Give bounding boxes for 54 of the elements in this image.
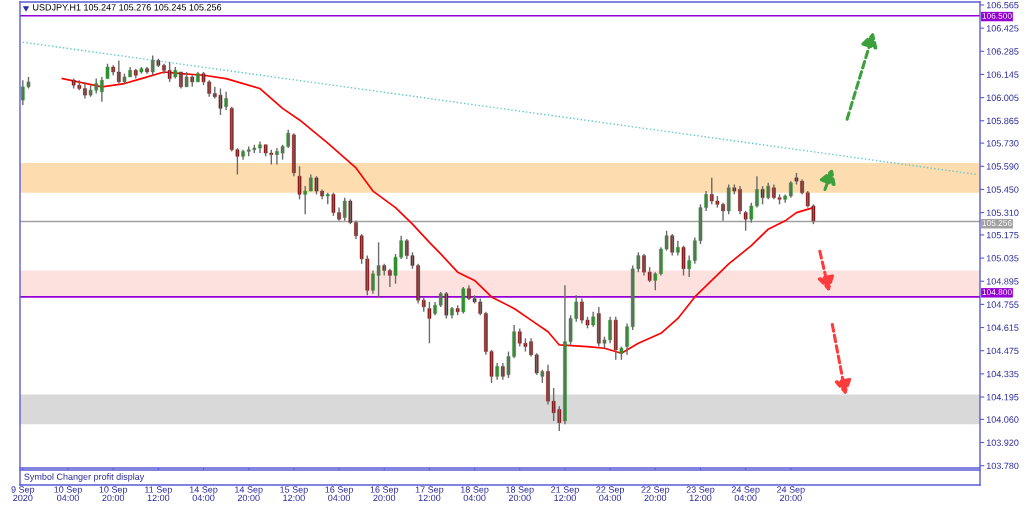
x-tick-label: 24 Sep 20:00 bbox=[776, 486, 805, 502]
y-tick-label: 105.590 bbox=[986, 163, 1019, 170]
y-tick-label: 106.285 bbox=[986, 48, 1019, 55]
y-tick-label: 105.730 bbox=[986, 140, 1019, 147]
x-tick-label: 15 Sep 12:00 bbox=[280, 486, 308, 502]
x-tick-label: 24 Sep 04:00 bbox=[731, 486, 760, 502]
y-tick-label: 104.615 bbox=[986, 324, 1019, 331]
y-tick-label: 105.035 bbox=[986, 255, 1019, 262]
x-tick-label: 21 Sep 12:00 bbox=[551, 486, 579, 502]
x-tick-label: 10 Sep 04:00 bbox=[54, 486, 82, 502]
candlestick bbox=[444, 291, 449, 320]
x-tick-label: 11 Sep 12:00 bbox=[145, 486, 172, 502]
y-tick-label: 104.195 bbox=[986, 394, 1019, 401]
y-tick-label: 105.310 bbox=[986, 209, 1019, 216]
x-tick-label: 14 Sep 20:00 bbox=[235, 486, 263, 502]
x-tick-label: 22 Sep 20:00 bbox=[641, 486, 670, 502]
y-tick-label: 104.895 bbox=[986, 278, 1019, 285]
y-tick-label: 103.780 bbox=[986, 462, 1019, 470]
candlestick bbox=[726, 183, 731, 215]
candlestick bbox=[461, 286, 466, 315]
ref-line-label: 106.500 bbox=[982, 12, 1012, 19]
candlestick bbox=[150, 54, 155, 76]
y-tick-label: 106.425 bbox=[986, 25, 1019, 32]
y-tick-label: 106.565 bbox=[986, 1, 1019, 9]
text: Symbol Changer profit display bbox=[24, 473, 145, 482]
candlestick bbox=[760, 185, 765, 206]
x-tick-label: 18 Sep 20:00 bbox=[506, 486, 534, 502]
x-tick-label: 10 Sep 20:00 bbox=[99, 486, 128, 502]
x-tick-label: 17 Sep 12:00 bbox=[415, 486, 444, 502]
y-tick-label: 104.755 bbox=[986, 301, 1019, 308]
y-tick-label: 104.335 bbox=[986, 370, 1019, 378]
ref-line-label: 104.800 bbox=[982, 289, 1012, 296]
candlestick bbox=[427, 301, 432, 344]
y-tick-label: 106.005 bbox=[986, 94, 1019, 101]
chart-title: USDJPY.H1 105.247 105.276 105.245 105.256 bbox=[33, 4, 222, 11]
x-tick-label: 16 Sep 20:00 bbox=[370, 486, 399, 502]
y-tick-label: 103.920 bbox=[986, 439, 1019, 446]
candlestick bbox=[743, 210, 748, 232]
x-tick-label: 22 Sep 04:00 bbox=[596, 486, 625, 502]
y-tick-label: 105.450 bbox=[986, 186, 1019, 193]
candlestick bbox=[342, 197, 347, 222]
y-tick-label: 106.145 bbox=[986, 71, 1019, 78]
candlestick bbox=[297, 165, 302, 201]
x-tick-label: 16 Sep 04:00 bbox=[325, 486, 353, 502]
candlestick bbox=[681, 244, 686, 277]
y-tick-label: 105.865 bbox=[986, 117, 1019, 125]
x-tick-label: 14 Sep 04:00 bbox=[189, 486, 218, 502]
y-tick-label: 105.175 bbox=[986, 231, 1019, 239]
y-tick-label: 104.060 bbox=[986, 416, 1019, 423]
ref-line-label: 105.256 bbox=[982, 220, 1012, 226]
y-tick-label: 104.475 bbox=[986, 347, 1019, 355]
x-tick-label: 23 Sep 12:00 bbox=[686, 486, 715, 502]
x-tick-label: 18 Sep 04:00 bbox=[460, 486, 489, 502]
x-tick-label: 9 Sep 2020 bbox=[11, 486, 35, 502]
